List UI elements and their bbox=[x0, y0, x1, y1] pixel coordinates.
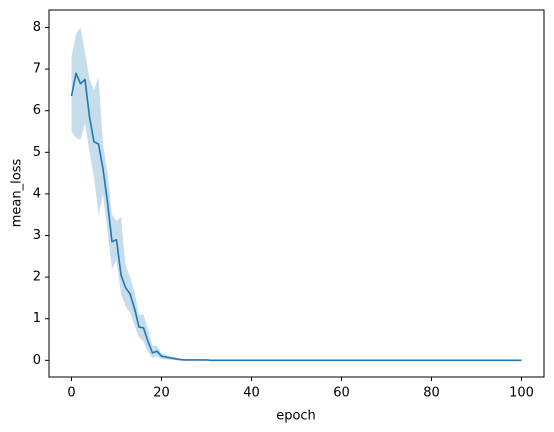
y-tick-label: 0 bbox=[33, 353, 41, 368]
confidence-band bbox=[71, 27, 522, 361]
x-axis-label: epoch bbox=[276, 409, 316, 424]
x-tick-label: 60 bbox=[333, 386, 350, 401]
y-tick-label: 3 bbox=[33, 228, 41, 243]
y-tick-label: 7 bbox=[33, 62, 41, 77]
plot-frame bbox=[48, 9, 545, 378]
x-tick-label: 80 bbox=[423, 386, 440, 401]
x-tick-label: 100 bbox=[509, 386, 534, 401]
y-tick-label: 1 bbox=[33, 311, 41, 326]
y-tick-label: 8 bbox=[33, 20, 41, 35]
x-tick-label: 20 bbox=[153, 386, 170, 401]
x-tick-label: 0 bbox=[67, 386, 75, 401]
y-tick-label: 2 bbox=[33, 270, 41, 285]
line bbox=[70, 72, 522, 362]
y-tick-label: 5 bbox=[33, 145, 41, 160]
y-tick-label: 4 bbox=[33, 186, 41, 201]
x-tick-label: 40 bbox=[243, 386, 260, 401]
y-tick-label: 6 bbox=[33, 103, 41, 118]
y-axis-label: mean_loss bbox=[10, 159, 25, 228]
